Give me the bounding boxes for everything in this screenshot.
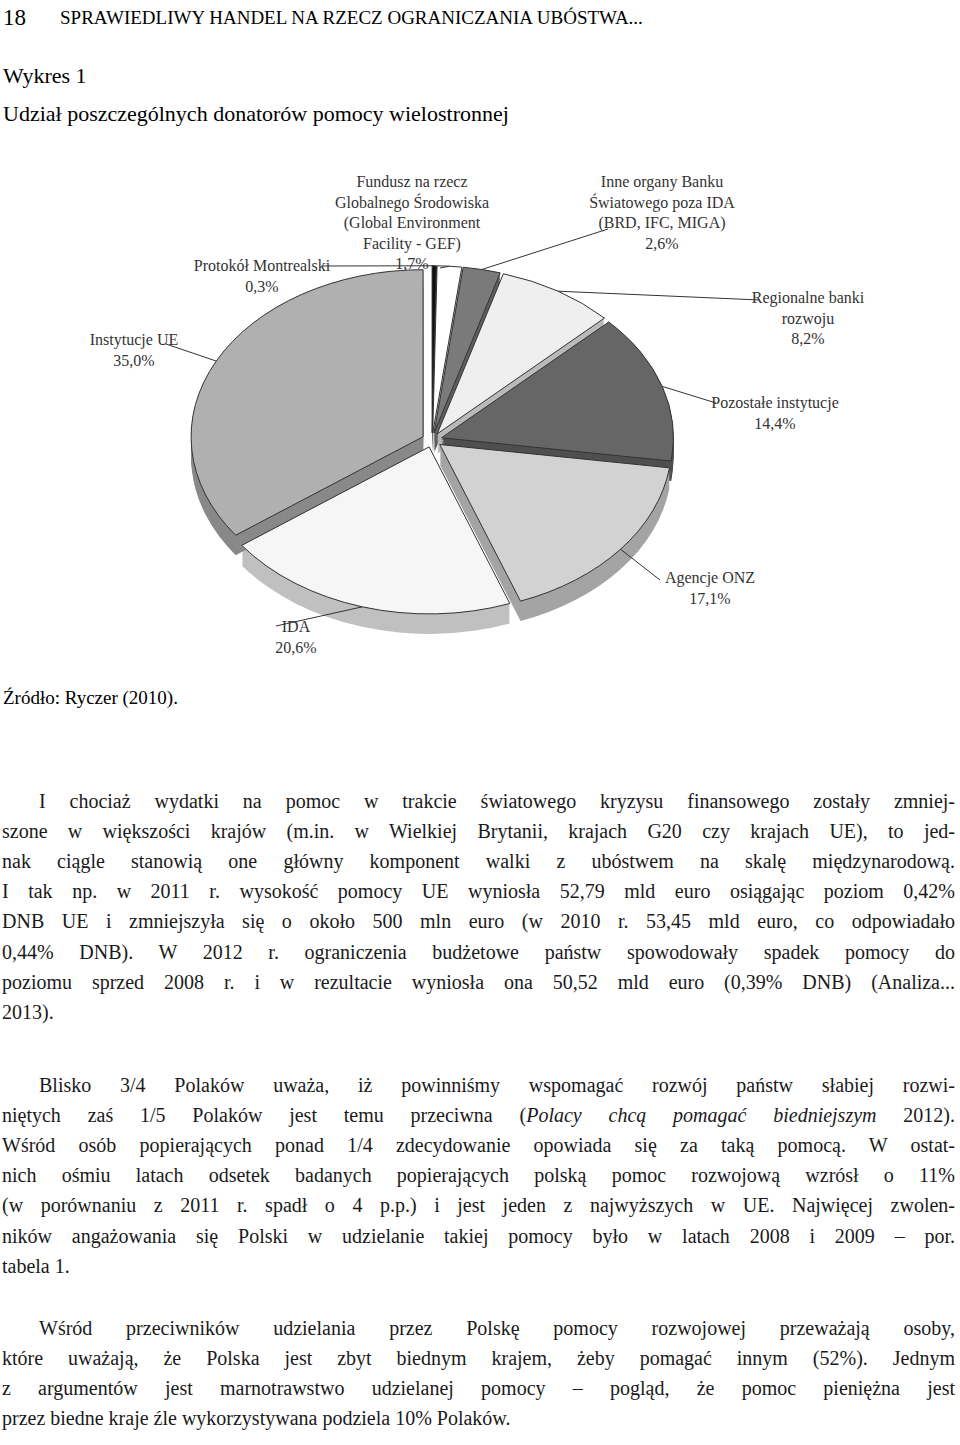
slice-label-line: Pozostałe instytucje <box>711 394 839 412</box>
slice-value-label: 14,4% <box>754 415 795 432</box>
pie <box>191 266 673 634</box>
leader-line <box>558 291 760 300</box>
slice-label-line: Protokół Montrealski <box>194 257 331 274</box>
text-run: niętych zaś 1/5 Polaków jest temu przeci… <box>2 1104 526 1126</box>
text-line: I chociaż wydatki na pomoc w trakcie świ… <box>2 786 955 816</box>
slice-label: Protokół Montrealski <box>194 257 331 274</box>
text-line: DNB UE i zmniejszyła się o około 500 mln… <box>2 906 955 936</box>
slice-label: Regionalne banki rozwoju <box>752 289 865 328</box>
slice-label-line: rozwoju <box>782 310 834 328</box>
slice-label: Fundusz na rzecz Globalnego Środowiska (Gl… <box>335 173 489 253</box>
text-run-italic: Polacy chcą pomagać biedniejszym <box>526 1104 876 1126</box>
leader-line <box>621 549 660 580</box>
slice-label: Instytucje UE <box>90 331 178 349</box>
text-line: Blisko 3/4 Polaków uważa, iż powinniśmy … <box>2 1070 955 1100</box>
slice-value-label: 1,7% <box>395 255 428 272</box>
slice-label-line: Facility - GEF) <box>363 235 461 253</box>
text-line: Wśród przeciwników udzielania przez Pols… <box>2 1313 955 1343</box>
text-line: (w porównaniu z 2011 r. spadł o 4 p.p.) … <box>2 1190 955 1220</box>
slice-value-label: 0,3% <box>245 278 278 295</box>
slice-label-line: Instytucje UE <box>90 331 178 349</box>
text-line: tabela 1. <box>2 1251 955 1281</box>
text-line: które uważają, że Polska jest zbyt biedn… <box>2 1343 955 1373</box>
slice-value-label: 2,6% <box>645 235 678 252</box>
page-number: 18 <box>3 5 26 30</box>
text-line: I tak np. w 2011 r. wysokość pomocy UE w… <box>2 876 955 906</box>
slice-value-label: 8,2% <box>791 330 824 347</box>
leader-line <box>662 386 716 403</box>
text-line: szone w większości krajów (m.in. w Wielk… <box>2 816 955 846</box>
slice-label: IDA <box>282 618 311 635</box>
slice-label-line: (Global Environment <box>344 214 481 232</box>
slice-label: Inne organy Banku Światowego poza IDA (BRD… <box>589 173 735 232</box>
text-line: niętych zaś 1/5 Polaków jest temu przeci… <box>2 1100 955 1130</box>
text-line: ników angażowania się Polski w udzielani… <box>2 1221 955 1251</box>
figure-source: Źródło: Ryczer (2010). <box>3 687 178 709</box>
slice-label-line: Regionalne banki <box>752 289 865 307</box>
text-run: 2012). <box>877 1104 955 1126</box>
slice-label-line: Fundusz na rzecz <box>356 173 467 190</box>
slice-label-line: (BRD, IFC, MIGA) <box>598 214 725 232</box>
text-line: 0,44% DNB). W 2012 r. ograniczenia budże… <box>2 937 955 967</box>
slice-label: Pozostałe instytucje <box>711 394 839 412</box>
slice-label: Agencje ONZ <box>665 569 755 587</box>
leader-line <box>440 266 449 268</box>
slice-value-label: 35,0% <box>113 352 154 369</box>
slice-label-line: Globalnego Środowiska <box>335 193 489 212</box>
text-line: z argumentów jest marnotrawstwo udzielan… <box>2 1373 955 1403</box>
slice-value-label: 17,1% <box>689 590 730 607</box>
slice <box>191 270 423 536</box>
text-line: przez biedne kraje źle wykorzystywana po… <box>2 1403 955 1433</box>
slice-value-label: 20,6% <box>275 639 316 656</box>
text-line: poziomu sprzed 2008 r. i w rezultacie wy… <box>2 967 955 997</box>
slice-label-line: Światowego poza IDA <box>589 193 735 212</box>
leader-line <box>482 229 608 269</box>
running-title: SPRAWIEDLIWY HANDEL NA RZECZ OGRANICZANI… <box>60 7 643 28</box>
text-line: Wśród osób popierających ponad 1/4 zdecy… <box>2 1130 955 1160</box>
slice-label-line: Agencje ONZ <box>665 569 755 587</box>
slice-label-line: Inne organy Banku <box>601 173 723 191</box>
text-line: nak ciągle stanowią one główny komponent… <box>2 846 955 876</box>
text-line: nich ośmiu latach odsetek badanych popie… <box>2 1160 955 1190</box>
slice <box>442 322 674 461</box>
slice-label-line: IDA <box>282 618 311 635</box>
figure-label: Wykres 1 <box>3 63 87 88</box>
text-line: 2013). <box>2 997 955 1027</box>
chart-title: Udział poszczególnych donatorów pomocy w… <box>3 101 509 126</box>
